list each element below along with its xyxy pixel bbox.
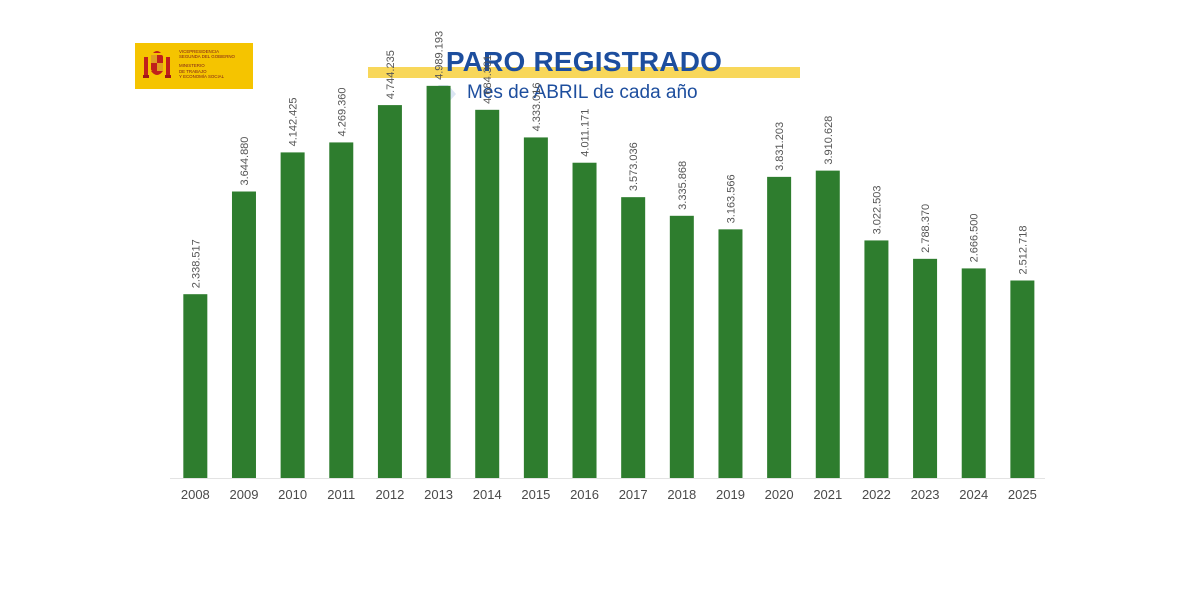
bar-2008: [183, 294, 208, 478]
bar-2025: [1010, 280, 1035, 478]
logo-line: VICEPRESIDENCIA: [179, 49, 220, 54]
data-label: 4.333.016: [531, 82, 543, 131]
chart-title: PARO REGISTRADO: [445, 46, 723, 77]
bar-2024: [961, 268, 986, 478]
data-label: 3.831.203: [774, 122, 786, 171]
data-label: 2.338.517: [190, 239, 202, 288]
bar-2017: [621, 197, 646, 478]
bar-2022: [864, 240, 889, 478]
data-label: 3.022.503: [871, 185, 883, 234]
logo-line: MINISTERIO: [179, 63, 205, 69]
coat-of-arms-icon: [143, 51, 171, 78]
x-tick-label: 2008: [181, 487, 210, 502]
bar-2023: [913, 258, 938, 478]
x-tick-label: 2023: [911, 487, 940, 502]
x-tick-label: 2019: [716, 487, 745, 502]
x-tick-label: 2018: [667, 487, 696, 502]
x-tick-label: 2017: [619, 487, 648, 502]
x-tick-label: 2016: [570, 487, 599, 502]
x-tick-label: 2022: [862, 487, 891, 502]
data-label: 3.644.880: [239, 137, 251, 186]
x-tick-label: 2011: [327, 487, 355, 502]
bar-2013: [426, 85, 451, 479]
data-label: 2.512.718: [1017, 226, 1029, 275]
x-tick-label: 2013: [424, 487, 453, 502]
data-label: 4.011.171: [580, 109, 592, 157]
ministry-logo: VICEPRESIDENCIA SEGUNDA DEL GOBIERNO MIN…: [135, 43, 253, 89]
chart-subtitle: Mes de ABRIL de cada año: [467, 82, 698, 103]
bar-2020: [767, 176, 792, 479]
data-label: 3.163.566: [725, 174, 737, 223]
data-label: 4.269.360: [336, 87, 348, 136]
x-tick-label: 2010: [278, 487, 307, 502]
bar-2019: [718, 229, 743, 478]
bar-2021: [815, 170, 840, 478]
bar-2015: [523, 137, 548, 479]
data-label: 4.142.425: [288, 97, 300, 146]
x-tick-label: 2020: [765, 487, 794, 502]
bar-2016: [572, 162, 597, 478]
data-label: 2.666.500: [969, 213, 981, 262]
data-label: 3.335.868: [677, 161, 689, 210]
x-tick-label: 2014: [473, 487, 502, 502]
logo-line: SEGUNDA DEL GOBIERNO: [179, 54, 235, 60]
x-tick-label: 2009: [230, 487, 259, 502]
bar-2014: [475, 109, 500, 479]
logo-line: Y ECONOMÍA SOCIAL: [179, 73, 225, 79]
data-label: 4.684.301: [482, 55, 494, 104]
bar-2018: [669, 215, 694, 478]
ministry-name: VICEPRESIDENCIA SEGUNDA DEL GOBIERNO MIN…: [179, 49, 251, 79]
data-label: 4.744.235: [385, 50, 397, 99]
bar-2011: [329, 142, 354, 479]
data-label: 3.910.628: [823, 116, 835, 165]
x-tick-label: 2012: [375, 487, 404, 502]
bar-2012: [377, 105, 402, 479]
x-tick-label: 2025: [1008, 487, 1037, 502]
bar-2010: [280, 152, 305, 478]
x-tick-label: 2024: [959, 487, 988, 502]
x-tick-label: 2015: [521, 487, 550, 502]
data-label: 2.788.370: [920, 204, 932, 253]
x-tick-label: 2021: [813, 487, 842, 502]
logo-line: DE TRABAJO: [179, 68, 207, 74]
title-highlight-bar: [368, 67, 800, 78]
data-label: 3.573.036: [628, 142, 640, 191]
bar-2009: [231, 191, 256, 478]
data-label: 4.989.193: [434, 31, 446, 80]
